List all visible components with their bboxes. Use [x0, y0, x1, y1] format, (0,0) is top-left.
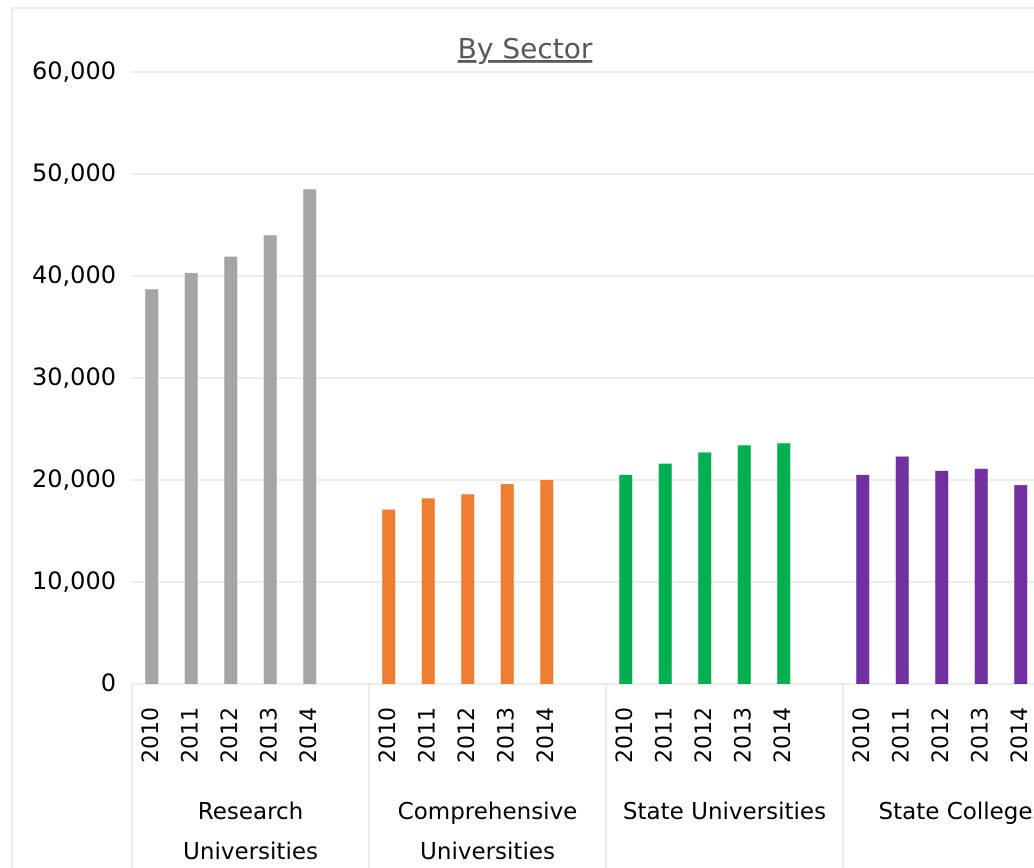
group-label-box: Research Universities [183, 799, 318, 865]
x-tick-label: 2014 [1008, 707, 1033, 763]
x-tick-label: 2011 [178, 707, 203, 763]
group-label: State Universities [622, 799, 827, 825]
group-label: Research Universities [183, 799, 318, 865]
bar [698, 452, 712, 684]
x-tick-label: 2011 [652, 707, 677, 763]
y-tick-label: 30,000 [32, 363, 116, 391]
x-tick-label: 2012 [692, 707, 717, 763]
group-label-box: State Universities [622, 799, 827, 825]
x-tick-label: 2013 [731, 707, 756, 763]
x-tick-label: 2010 [850, 707, 875, 763]
x-tick-label: 2014 [771, 707, 796, 763]
y-tick-label: 60,000 [32, 57, 116, 85]
group-label-box: Comprehensive Universities [397, 799, 578, 865]
bar [935, 470, 949, 684]
x-tick-label: 2010 [613, 707, 638, 763]
bar [737, 445, 751, 684]
bar [500, 484, 514, 684]
group-label: State Colleges [878, 799, 1034, 825]
x-tick-label: 2011 [889, 707, 914, 763]
bar [619, 474, 633, 684]
chart-title: By Sector [458, 32, 593, 65]
bar [303, 189, 317, 685]
y-tick-label: 50,000 [32, 159, 116, 187]
x-tick-label: 2011 [415, 707, 440, 763]
bar [895, 456, 909, 684]
x-tick-label: 2010 [139, 707, 164, 763]
x-tick-label: 2013 [257, 707, 282, 763]
x-tick-label: 2013 [968, 707, 993, 763]
y-tick-label: 0 [101, 669, 116, 697]
x-tick-label: 2014 [534, 707, 559, 763]
bar [856, 474, 870, 684]
bar [263, 235, 277, 684]
bar [184, 272, 198, 684]
x-tick-label: 2012 [929, 707, 954, 763]
chart-border [11, 7, 1034, 868]
bar [382, 509, 396, 684]
bar [224, 256, 238, 684]
bar [461, 494, 475, 684]
x-tick-label: 2012 [455, 707, 480, 763]
x-tick-label: 2010 [376, 707, 401, 763]
x-tick-label: 2012 [218, 707, 243, 763]
bar [1014, 485, 1028, 684]
y-tick-label: 10,000 [32, 567, 116, 595]
bar [540, 480, 554, 684]
y-tick-label: 20,000 [32, 465, 116, 493]
bar [777, 443, 791, 684]
bar [421, 498, 435, 684]
x-tick-label: 2014 [297, 707, 322, 763]
group-label-box: State Colleges [878, 799, 1034, 825]
x-tick-label: 2013 [494, 707, 519, 763]
bar [974, 468, 988, 684]
bar [145, 289, 159, 684]
group-label: Comprehensive Universities [397, 799, 578, 865]
bar [658, 463, 672, 684]
y-tick-label: 40,000 [32, 261, 116, 289]
